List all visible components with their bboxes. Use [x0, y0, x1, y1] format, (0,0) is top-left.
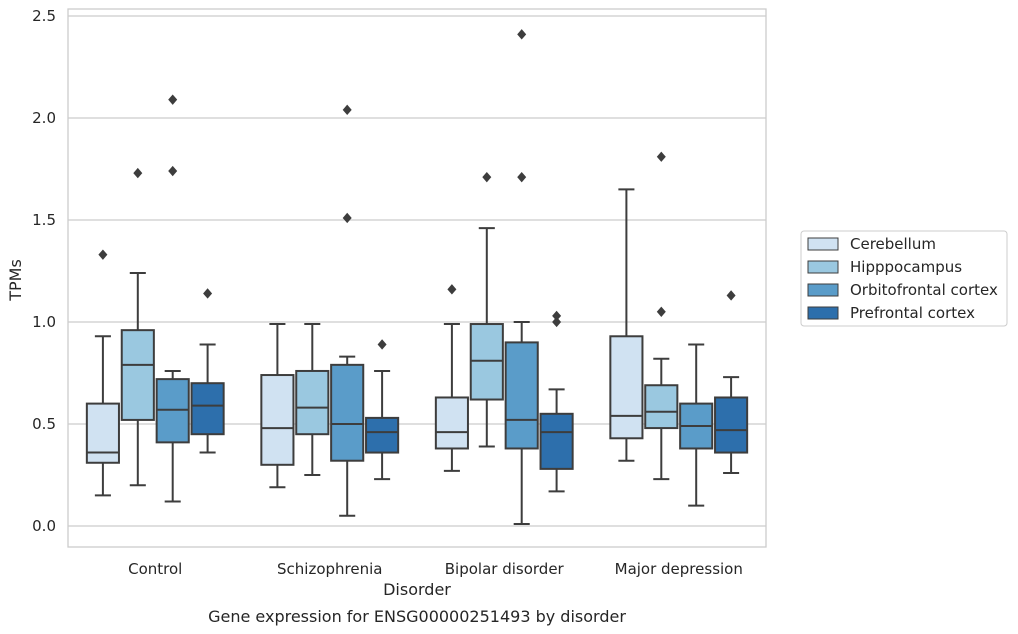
outlier-point: [98, 249, 108, 260]
legend-swatch: [807, 283, 839, 297]
box-body: [260, 374, 295, 466]
outlier-point: [656, 306, 666, 317]
box-3-3: [714, 290, 749, 474]
box-body: [504, 341, 539, 450]
box-2-1: [330, 104, 365, 517]
box-body: [155, 378, 190, 444]
box-body: [365, 416, 400, 454]
outlier-point: [726, 290, 736, 301]
box-body: [469, 323, 504, 401]
box-body: [714, 396, 749, 454]
x-tick-label: Schizophrenia: [277, 560, 382, 578]
outlier-point: [342, 212, 352, 224]
box-body: [295, 369, 330, 436]
box-body: [644, 384, 679, 430]
outlier-point: [377, 339, 387, 350]
y-tick-label: 1.5: [32, 211, 56, 229]
x-tick-label: Bipolar disorder: [445, 560, 565, 578]
box-2-3: [679, 343, 714, 507]
y-tick-label: 2.5: [32, 7, 56, 25]
box-0-3: [609, 188, 644, 462]
outlier-point: [133, 167, 143, 179]
legend-swatch: [807, 306, 839, 320]
box-0-1: [260, 323, 295, 489]
legend-entry-label: Prefrontal cortex: [850, 304, 975, 322]
box-1-3: [644, 151, 679, 481]
outlier-point: [552, 316, 562, 328]
outlier-point: [447, 284, 457, 295]
box-0-0: [85, 249, 120, 497]
outlier-point: [168, 94, 178, 105]
legend-swatch: [807, 260, 839, 274]
outlier-point: [168, 165, 178, 177]
box-body: [609, 335, 644, 440]
box-3-1: [365, 339, 400, 481]
legend: Cerebellum Hipppocampus Orbitofrontal cort…: [800, 230, 1008, 327]
box-body: [539, 412, 574, 470]
box-2-2: [504, 29, 539, 525]
y-tick-label: 1.0: [32, 313, 56, 331]
box-3-2: [539, 310, 574, 493]
outlier-point: [552, 310, 562, 322]
x-tick-label: Control: [128, 560, 182, 578]
box-1-2: [469, 171, 504, 448]
outlier-point: [203, 288, 213, 299]
y-tick-label: 0.0: [32, 517, 56, 535]
x-tick-label: Major depression: [615, 560, 743, 578]
box-0-2: [434, 284, 469, 472]
box-body: [120, 329, 155, 421]
x-axis-label: Disorder: [383, 580, 451, 599]
outlier-point: [482, 171, 492, 183]
outlier-point: [517, 171, 527, 183]
legend-entry-label: Cerebellum: [850, 235, 936, 253]
plot-area-frame: [67, 8, 767, 548]
y-axis-ticks: 0.0 0.5 1.0 1.5 2.0 2.5: [32, 7, 56, 535]
legend-swatch: [807, 237, 839, 251]
legend-frame: [800, 230, 1008, 327]
legend-entry-label: Hipppocampus: [850, 258, 962, 276]
box-body: [190, 382, 225, 436]
outlier-point: [517, 29, 527, 40]
box-body: [85, 402, 120, 464]
outlier-point: [342, 104, 352, 116]
box-body: [434, 396, 469, 450]
box-2-0: [155, 94, 190, 503]
chart-caption: Gene expression for ENSG00000251493 by d…: [208, 607, 626, 626]
y-tick-label: 2.0: [32, 109, 56, 127]
box-body: [330, 363, 365, 462]
y-tick-label: 0.5: [32, 415, 56, 433]
box-3-0: [190, 288, 225, 454]
legend-entry-label: Orbitofrontal cortex: [850, 281, 998, 299]
x-axis-ticks: Control Schizophrenia Bipolar disorder Majo…: [128, 560, 743, 578]
y-axis-label: TPMs: [6, 259, 25, 302]
box-1-1: [295, 323, 330, 476]
boxes-layer: [85, 29, 749, 525]
outlier-point: [656, 151, 666, 162]
box-1-0: [120, 167, 155, 487]
